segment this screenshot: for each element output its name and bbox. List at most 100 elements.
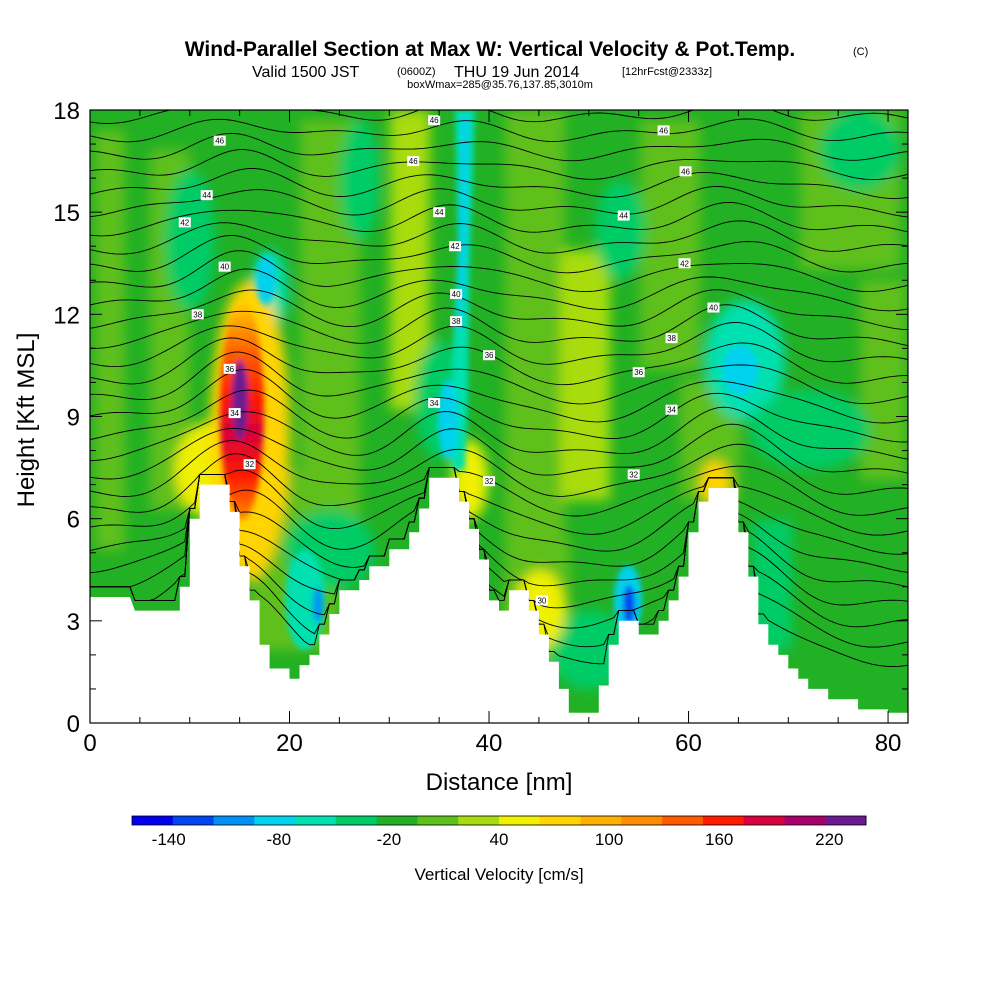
isentrope-label: 38 bbox=[452, 317, 461, 326]
isentrope-label-bg bbox=[707, 302, 720, 313]
x-tick-label: 60 bbox=[675, 730, 702, 757]
box-info: boxWmax=285@35.76,137.85,3010m bbox=[407, 79, 593, 91]
y-tick-label: 15 bbox=[53, 200, 80, 227]
colorbar-swatch bbox=[213, 816, 255, 825]
isentrope-label: 38 bbox=[667, 334, 676, 343]
y-axis-label: Height [Kft MSL] bbox=[13, 333, 40, 508]
isentrope-label-bg bbox=[679, 166, 692, 177]
colorbar-swatch bbox=[784, 816, 826, 825]
isentrope-label-bg bbox=[632, 367, 645, 378]
isentrope-label: 40 bbox=[452, 290, 461, 299]
colorbar-swatch bbox=[295, 816, 337, 825]
isentrope-label-bg bbox=[665, 333, 678, 344]
x-axis: 0 20 40 60 80 bbox=[83, 110, 901, 757]
colorbar-tick-label: -20 bbox=[377, 830, 402, 849]
isentrope-label-bg bbox=[218, 261, 231, 272]
isentrope-label: 34 bbox=[667, 406, 676, 415]
colorbar-swatch bbox=[254, 816, 296, 825]
isentrope-line bbox=[90, 337, 908, 386]
isentrope-label: 42 bbox=[180, 218, 189, 227]
velocity-field: 46 44 42 40 38 36 34 32 46 46 44 42 40 38 36 34 32 30 46 46… bbox=[90, 110, 908, 723]
isentrope-line bbox=[90, 467, 908, 555]
isentrope-label-bg bbox=[228, 408, 241, 419]
isentrope-label: 40 bbox=[709, 304, 718, 313]
isentrope-label-bg bbox=[483, 476, 496, 487]
isentrope-label-bg bbox=[678, 258, 691, 269]
colorbar-swatch bbox=[335, 816, 378, 825]
colorbar-swatch bbox=[172, 816, 215, 825]
colorbar-tick-label: 220 bbox=[815, 830, 843, 849]
colorbar-swatch bbox=[417, 816, 459, 825]
isentrope-line bbox=[90, 110, 908, 124]
isentrope-label-bg bbox=[178, 217, 191, 228]
colorbar-swatch bbox=[376, 816, 418, 825]
isentrope-line bbox=[90, 351, 908, 405]
y-tick-label: 3 bbox=[67, 609, 80, 636]
isentrope-line bbox=[90, 369, 908, 424]
x-tick-label: 20 bbox=[276, 730, 303, 757]
forecast-label: [12hrFcst@2333z] bbox=[622, 66, 712, 78]
isentrope-label-bg bbox=[223, 363, 236, 374]
y-tick-label: 12 bbox=[53, 302, 80, 329]
colorbar bbox=[131, 815, 867, 826]
isentrope-line bbox=[90, 132, 908, 162]
isentrope-label-bg bbox=[627, 469, 640, 480]
isentrope-label-bg bbox=[243, 459, 256, 470]
colorbar-swatch bbox=[702, 816, 745, 825]
colorbar-swatch bbox=[132, 816, 174, 825]
isentropes bbox=[90, 110, 908, 667]
isentrope-line bbox=[90, 423, 908, 480]
x-tick-label: 80 bbox=[875, 730, 902, 757]
isentrope-label: 46 bbox=[659, 126, 668, 135]
colorbar-tick-label: -80 bbox=[267, 830, 292, 849]
isentrope-line bbox=[90, 440, 908, 497]
colorbar-label: Vertical Velocity [cm/s] bbox=[414, 865, 583, 884]
isentrope-line bbox=[90, 268, 908, 312]
isentrope-label: 34 bbox=[430, 399, 439, 408]
colorbar-swatch bbox=[621, 816, 663, 825]
isentrope-label: 46 bbox=[215, 137, 224, 146]
y-tick-label: 9 bbox=[67, 405, 80, 432]
isentrope-label: 44 bbox=[202, 191, 211, 200]
colorbar-tick-label: 100 bbox=[595, 830, 623, 849]
x-tick-label: 40 bbox=[476, 730, 503, 757]
isentrope-line bbox=[90, 304, 908, 349]
x-tick-label: 0 bbox=[83, 730, 96, 757]
isentrope-label: 46 bbox=[681, 167, 690, 176]
isentrope-label: 42 bbox=[451, 242, 460, 251]
isentrope-label-bg bbox=[407, 156, 420, 167]
colorbar-swatch bbox=[743, 816, 785, 825]
isentrope-line bbox=[90, 220, 908, 255]
isentrope-line bbox=[90, 250, 908, 293]
valid-date: THU 19 Jun 2014 bbox=[454, 64, 580, 81]
isentrope-label: 36 bbox=[485, 351, 494, 360]
isentrope-label-bg bbox=[200, 190, 213, 201]
valid-prefix: Valid 1500 JST bbox=[252, 64, 360, 81]
isentrope-label: 40 bbox=[220, 263, 229, 272]
isentrope-label-bg bbox=[450, 316, 463, 327]
isentrope-label: 36 bbox=[634, 368, 643, 377]
isentrope-label-bg bbox=[665, 404, 678, 415]
colorbar-swatch bbox=[499, 816, 541, 825]
isentrope-line bbox=[90, 389, 908, 443]
isentrope-label-bg bbox=[483, 350, 496, 361]
colorbar-tick-label: 40 bbox=[490, 830, 509, 849]
isentrope-label: 46 bbox=[430, 116, 439, 125]
isentrope-line bbox=[90, 235, 908, 274]
isentrope-label-bg bbox=[213, 135, 226, 146]
isentrope-line bbox=[90, 201, 908, 237]
y-tick-label: 6 bbox=[67, 507, 80, 534]
isentrope-label-bg bbox=[657, 125, 670, 136]
isentrope-line bbox=[90, 186, 908, 218]
isentrope-line bbox=[90, 467, 908, 574]
isentrope-line bbox=[90, 118, 908, 143]
colorbar-swatch bbox=[539, 816, 582, 825]
isentrope-label-bg bbox=[433, 207, 446, 218]
terrain-mask bbox=[90, 477, 908, 723]
colorbar-swatch bbox=[458, 816, 500, 825]
colorbar-swatch bbox=[662, 816, 704, 825]
isentrope-label: 32 bbox=[629, 470, 638, 479]
isentrope-label-bg bbox=[535, 595, 548, 606]
